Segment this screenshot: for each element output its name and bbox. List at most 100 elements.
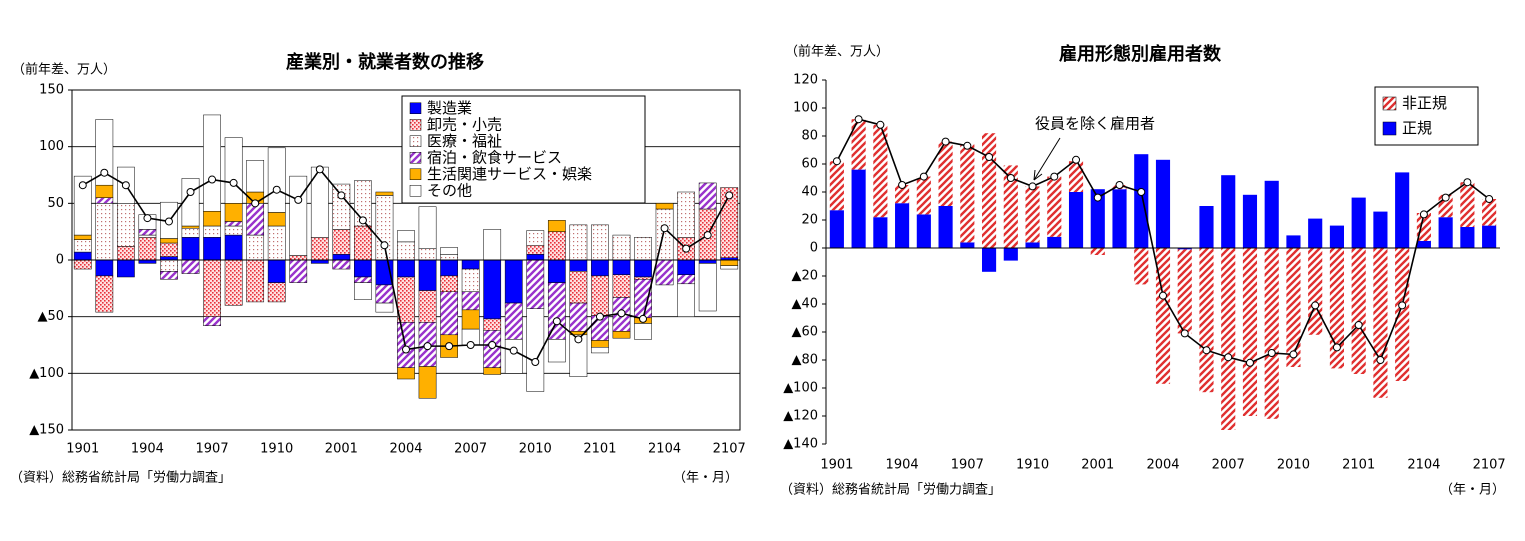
bar-segment [569,302,588,332]
line-marker [1398,301,1407,310]
bar-segment [95,119,114,186]
line-marker [488,341,497,349]
bar-segment [612,259,631,275]
x-tick-label: 1901 [820,458,853,473]
bar-segment [461,268,480,292]
bar-segment [1264,248,1279,419]
bar-segment [655,259,674,286]
bar-segment [569,271,588,304]
bar-segment [397,241,415,261]
bar-segment [375,195,394,261]
line-marker [531,358,540,366]
bar-segment [1047,176,1062,237]
bar-segment [181,225,200,229]
bar-segment [461,291,480,311]
bar-segment [181,237,200,261]
legend-label: 卸売・小売 [427,115,502,133]
bar-segment [526,230,545,246]
bar-segment [160,271,178,280]
y-tick-label: ▲120 [783,409,818,424]
line-marker [1072,155,1081,164]
bar-segment [440,291,458,336]
bar-segment [181,178,200,227]
bar-segment [829,210,844,248]
bar-segment [95,203,114,261]
legend-swatch [409,102,422,114]
x-tick-label: 1901 [66,442,99,457]
line-marker [1115,181,1124,189]
line-marker [1463,178,1472,187]
bar-segment [591,224,609,261]
bar-segment [1460,182,1475,227]
bar-segment [375,284,394,304]
line-marker [941,137,950,146]
bar-segment [1112,189,1127,248]
y-tick-label: ▲50 [37,309,64,324]
line-marker [639,314,648,323]
bar-segment [677,259,695,275]
legend-swatch [409,119,422,131]
bar-segment [160,242,178,257]
bar-segment [1416,213,1431,241]
bar-segment [547,339,566,363]
line-marker [294,195,303,204]
line-marker [682,244,691,253]
line-marker [832,157,841,166]
y-axis-label: （前年差、万人） [785,44,889,60]
y-tick-label: 100 [793,101,818,116]
x-tick-label: 2004 [389,442,422,457]
bar-segment [1199,206,1214,248]
line-marker [78,181,87,190]
legend-swatch [409,168,422,180]
bar-segment [1003,165,1018,248]
bar-segment [73,259,92,270]
bar-segment [1199,248,1214,393]
line-marker [358,216,367,225]
bar-segment [591,275,609,316]
line-marker [985,153,994,161]
legend-swatch [409,152,422,164]
line-marker [703,231,712,240]
bar-segment [547,231,566,261]
bar-segment [267,212,286,227]
bar-segment [1482,225,1497,248]
line-marker [337,191,346,200]
bar-segment [440,259,458,277]
legend-label: 生活関連サービス・娯楽 [427,165,592,183]
line-marker [186,188,195,196]
line-marker [1332,343,1341,352]
bar-segment [916,176,931,215]
bar-segment [591,259,609,277]
bar-segment [440,254,458,261]
bar-segment [354,259,372,278]
bar-segment [1090,248,1105,255]
bar-segment [267,147,286,213]
line-marker [380,241,389,250]
x-tick-label: 2004 [1146,458,1179,473]
bar-segment [895,185,910,204]
line-marker [423,342,432,351]
bar-segment [634,276,652,280]
line-marker [1202,346,1211,355]
x-axis-label: （年・月） [1440,483,1505,498]
bar-segment [73,175,92,236]
bar-segment [1308,248,1323,335]
x-tick-label: 1910 [1016,458,1049,473]
bar-segment [1416,241,1431,248]
x-tick-label: 2010 [519,442,552,457]
x-tick-label: 2010 [1277,458,1310,473]
bar-segment [634,323,652,340]
y-tick-label: ▲100 [783,381,818,396]
bar-segment [981,133,997,248]
bar-segment [938,206,953,248]
bar-segment [1351,197,1366,248]
legend-swatch [409,185,422,197]
bar-segment [851,119,866,170]
bar-segment [95,197,114,204]
legend-label: その他 [427,181,472,199]
bar-segment [634,237,652,261]
bar-segment [698,259,717,264]
line-marker [1180,329,1189,338]
source: （資料）総務省統計局「労働力調査」 [780,482,1001,498]
line-marker [402,345,410,354]
